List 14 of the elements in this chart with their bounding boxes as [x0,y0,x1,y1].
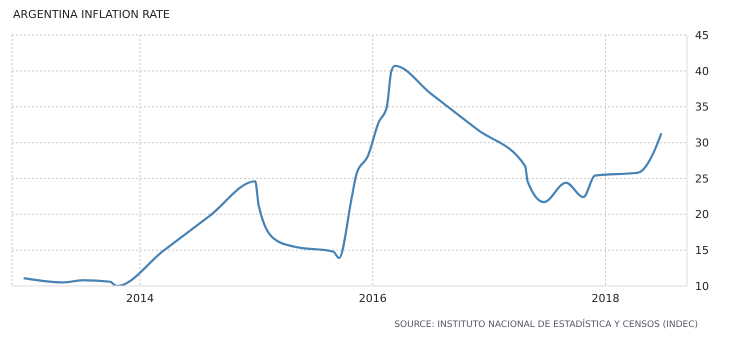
y-tick-label: 35 [695,100,709,114]
x-tick-label: 2018 [592,292,620,305]
source-note: SOURCE: INSTITUTO NACIONAL DE ESTADÍSTICA Y CENSOS (INDEC) [394,320,698,330]
y-tick-label: 20 [695,208,709,222]
line-series [22,64,662,286]
y-tick-label: 25 [695,172,709,186]
y-tick-label: 30 [695,136,709,150]
y-tick-label: 15 [695,244,709,258]
chart-title: ARGENTINA INFLATION RATE [13,8,170,21]
y-tick-label: 10 [695,280,709,293]
y-tick-label: 45 [695,28,709,42]
x-tick-label: 2016 [358,292,387,305]
x-tick-label: 2014 [126,292,154,305]
y-tick-label: 40 [695,64,709,78]
